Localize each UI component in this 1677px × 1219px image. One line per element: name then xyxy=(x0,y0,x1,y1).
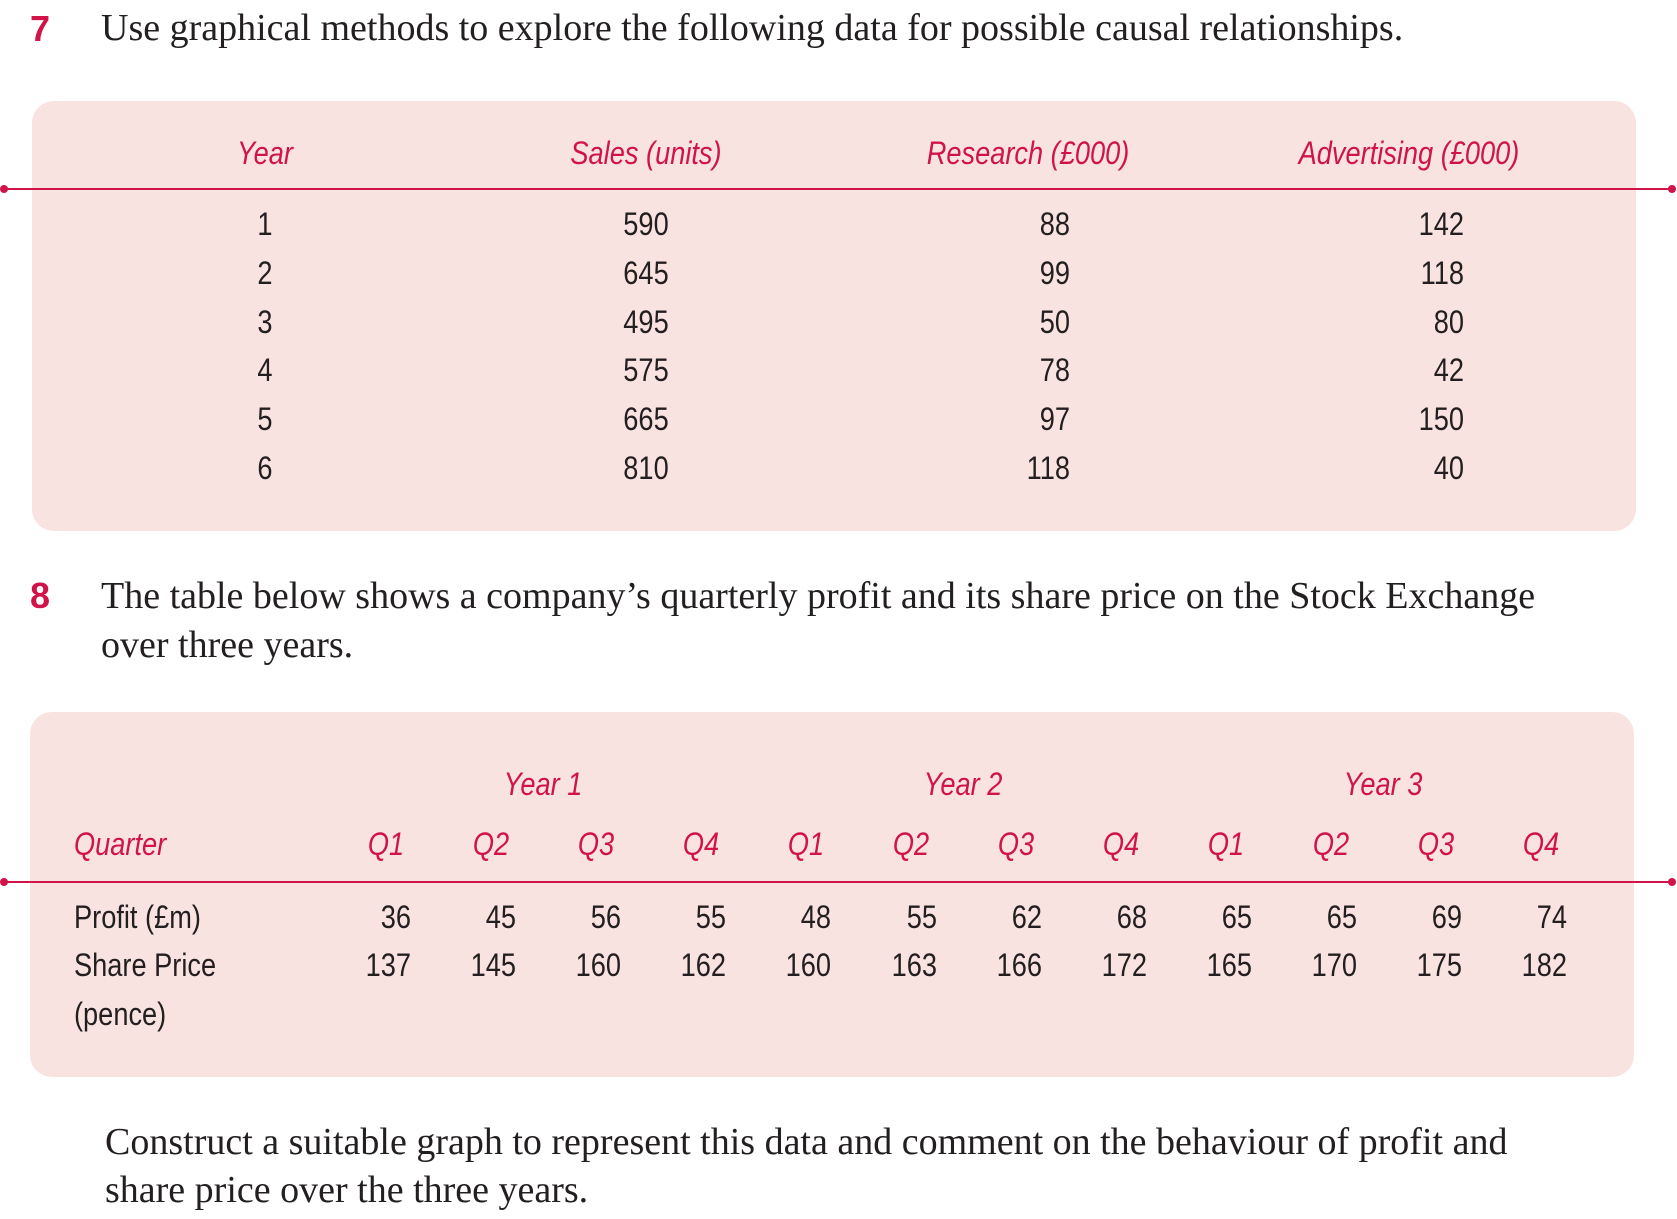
profit-cell: 56 xyxy=(590,899,622,935)
profit-cell: 68 xyxy=(1116,899,1147,935)
question-number-8: 8 xyxy=(30,575,51,616)
share-price-cell: 175 xyxy=(1416,947,1462,983)
table-cell: 78 xyxy=(1039,352,1070,389)
table-cell: 4 xyxy=(257,352,273,389)
share-price-cell: 137 xyxy=(365,947,411,983)
quarter-header: Q4 xyxy=(1102,826,1140,862)
table-cell: 80 xyxy=(1433,303,1464,340)
quarter-header: Q2 xyxy=(1312,826,1350,862)
table-cell: 645 xyxy=(623,254,669,291)
profit-cell: 45 xyxy=(485,899,517,935)
profit-cell: 55 xyxy=(696,899,727,935)
table-header-rule xyxy=(0,185,1676,193)
share-price-cell: 160 xyxy=(786,947,832,983)
table-cell: 5 xyxy=(257,401,273,438)
profit-row-label: Profit (£m) xyxy=(74,899,201,935)
question-8-text-line-2: over three years. xyxy=(101,624,354,666)
share-price-cell: 172 xyxy=(1101,947,1147,983)
table-cell: 142 xyxy=(1418,206,1464,242)
table-cell: 42 xyxy=(1433,352,1464,389)
quarter-header: Q3 xyxy=(997,826,1035,862)
profit-cell: 65 xyxy=(1326,899,1357,935)
quarter-header: Q4 xyxy=(1522,826,1560,862)
profit-cell: 48 xyxy=(801,899,832,935)
profit-cell: 36 xyxy=(380,899,411,935)
profit-cell: 74 xyxy=(1536,899,1568,935)
quarter-header: Q2 xyxy=(892,826,930,862)
share-price-cell: 145 xyxy=(470,947,517,983)
table-cell: 40 xyxy=(1433,450,1464,486)
share-price-cell: 170 xyxy=(1311,947,1357,983)
table-header-rule xyxy=(0,878,1676,886)
table-cell: 150 xyxy=(1418,401,1464,438)
share-price-cell: 160 xyxy=(575,947,622,983)
column-header: Advertising (£000) xyxy=(1298,135,1520,171)
question-8-text-line-1: The table below shows a company’s quarte… xyxy=(101,575,1536,617)
table-cell: 665 xyxy=(623,401,669,438)
table-cell: 590 xyxy=(623,206,669,242)
question-7-text: Use graphical methods to explore the fol… xyxy=(101,7,1404,49)
share-price-cell: 166 xyxy=(996,947,1042,983)
profit-cell: 69 xyxy=(1431,899,1462,935)
instruction-line-2: share price over the three years. xyxy=(105,1169,589,1211)
year-header: Year 3 xyxy=(1343,766,1423,802)
table-sales-research-advertising xyxy=(32,101,1636,531)
quarter-header: Q1 xyxy=(1207,826,1245,862)
quarter-header: Q1 xyxy=(367,826,405,862)
year-header: Year 1 xyxy=(503,766,583,802)
table-cell: 118 xyxy=(1026,450,1070,486)
table-profit-share-price xyxy=(30,712,1634,1077)
quarter-header: Q1 xyxy=(787,826,825,862)
table-cell: 118 xyxy=(1420,254,1464,291)
share-price-row-label: Share Price xyxy=(74,947,217,983)
table-cell: 50 xyxy=(1039,303,1070,340)
quarter-header: Q3 xyxy=(577,826,615,862)
table-cell: 495 xyxy=(623,303,669,340)
table-cell: 6 xyxy=(257,450,273,486)
profit-cell: 55 xyxy=(906,899,937,935)
table-cell: 88 xyxy=(1039,206,1070,242)
quarter-header: Q2 xyxy=(472,826,510,862)
share-price-cell: 163 xyxy=(891,947,937,983)
table-cell: 1 xyxy=(257,206,273,242)
table-cell: 97 xyxy=(1039,401,1070,438)
instruction-line-1: Construct a suitable graph to represent … xyxy=(105,1121,1508,1163)
table-cell: 575 xyxy=(623,352,669,389)
column-header: Research (£000) xyxy=(926,135,1130,171)
table-cell: 2 xyxy=(257,254,273,291)
profit-cell: 62 xyxy=(1011,899,1042,935)
share-price-cell: 182 xyxy=(1521,947,1568,983)
table-cell: 99 xyxy=(1039,254,1070,291)
share-price-cell: 162 xyxy=(680,947,727,983)
column-header: Year xyxy=(237,135,293,171)
table-cell: 3 xyxy=(257,303,273,340)
share-price-row-label-unit: (pence) xyxy=(74,996,167,1032)
share-price-cell: 165 xyxy=(1206,947,1252,983)
year-header: Year 2 xyxy=(923,766,1003,802)
quarter-header: Q3 xyxy=(1417,826,1455,862)
question-number-7: 7 xyxy=(30,8,51,49)
profit-cell: 65 xyxy=(1221,899,1252,935)
table-cell: 810 xyxy=(623,450,669,486)
quarter-header: Q4 xyxy=(682,826,720,862)
column-header: Sales (units) xyxy=(570,135,722,171)
quarter-label: Quarter xyxy=(74,826,167,862)
